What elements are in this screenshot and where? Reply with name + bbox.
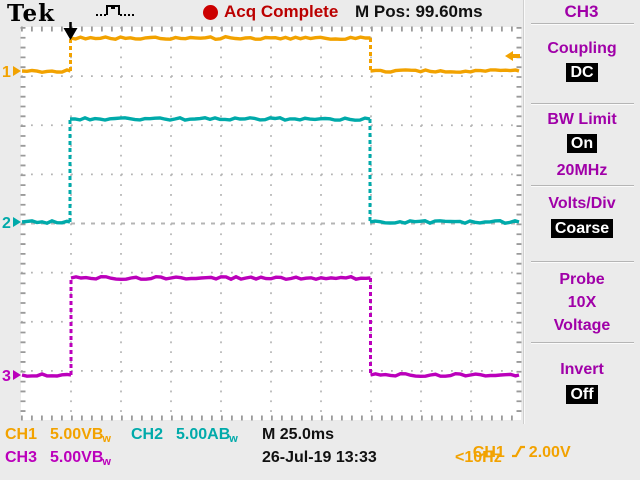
menu-item-invert[interactable]: Invert Off bbox=[524, 343, 640, 424]
rising-edge-icon bbox=[511, 445, 525, 458]
menu-separator bbox=[531, 185, 634, 187]
menu-title: CH3 bbox=[564, 2, 599, 21]
menu-item-volts-div[interactable]: Volts/Div Coarse bbox=[524, 186, 640, 261]
ch3-scale-readout: CH3 5.00VBw bbox=[5, 449, 111, 468]
menu-label: Invert bbox=[560, 361, 604, 378]
pulse-waveform-icon bbox=[96, 5, 136, 16]
date-time-readout: 26-Jul-19 13:33 bbox=[262, 449, 377, 466]
trigger-readout: CH1 2.00V bbox=[472, 444, 571, 461]
ch3-trace bbox=[21, 372, 72, 378]
menu-value: On bbox=[524, 134, 640, 153]
waveform-display: 1 2 3 bbox=[2, 22, 522, 421]
soft-menu: CH3 Coupling DC BW Limit On 20MHz Volts/… bbox=[523, 0, 640, 424]
menu-label: Probe bbox=[559, 271, 605, 288]
menu-value: 10X bbox=[567, 294, 597, 311]
menu-label: BW Limit bbox=[547, 111, 617, 128]
trigger-level-marker bbox=[505, 51, 513, 61]
menu-item-probe[interactable]: Probe 10X Voltage bbox=[524, 262, 640, 342]
trigger-frequency-readout: <10Hz bbox=[455, 449, 502, 466]
menu-value: DC bbox=[524, 63, 640, 82]
menu-detail: Voltage bbox=[553, 317, 611, 334]
timebase-readout: M 25.0ms bbox=[262, 426, 335, 443]
ch2-ground-marker: 2 bbox=[2, 215, 11, 232]
menu-label: Coupling bbox=[547, 40, 617, 57]
menu-item-bw-limit[interactable]: BW Limit On 20MHz bbox=[524, 104, 640, 185]
ch2-trace bbox=[21, 218, 71, 226]
ch1-scale-readout: CH1 5.00VBw bbox=[5, 426, 111, 445]
menu-detail: 20MHz bbox=[556, 162, 608, 179]
menu-separator bbox=[531, 23, 634, 25]
horizontal-position-readout: M Pos: 99.60ms bbox=[355, 2, 483, 21]
menu-divider bbox=[523, 0, 524, 424]
menu-value: Coarse bbox=[524, 219, 640, 238]
menu-value: Off bbox=[524, 385, 640, 404]
ch3-ground-marker: 3 bbox=[2, 368, 11, 385]
ch2-scale-readout: CH2 5.00ABw bbox=[131, 426, 238, 445]
ch1-trace bbox=[21, 68, 72, 75]
menu-label: Volts/Div bbox=[548, 195, 616, 212]
menu-separator bbox=[531, 103, 634, 105]
menu-separator bbox=[531, 342, 634, 344]
ch1-ground-marker: 1 bbox=[2, 64, 11, 81]
acquisition-status: Acq Complete bbox=[224, 2, 339, 21]
tek-logo: Tek bbox=[7, 0, 56, 27]
menu-separator bbox=[531, 261, 634, 263]
record-dot-icon bbox=[203, 5, 218, 20]
menu-item-coupling[interactable]: Coupling DC bbox=[524, 24, 640, 103]
